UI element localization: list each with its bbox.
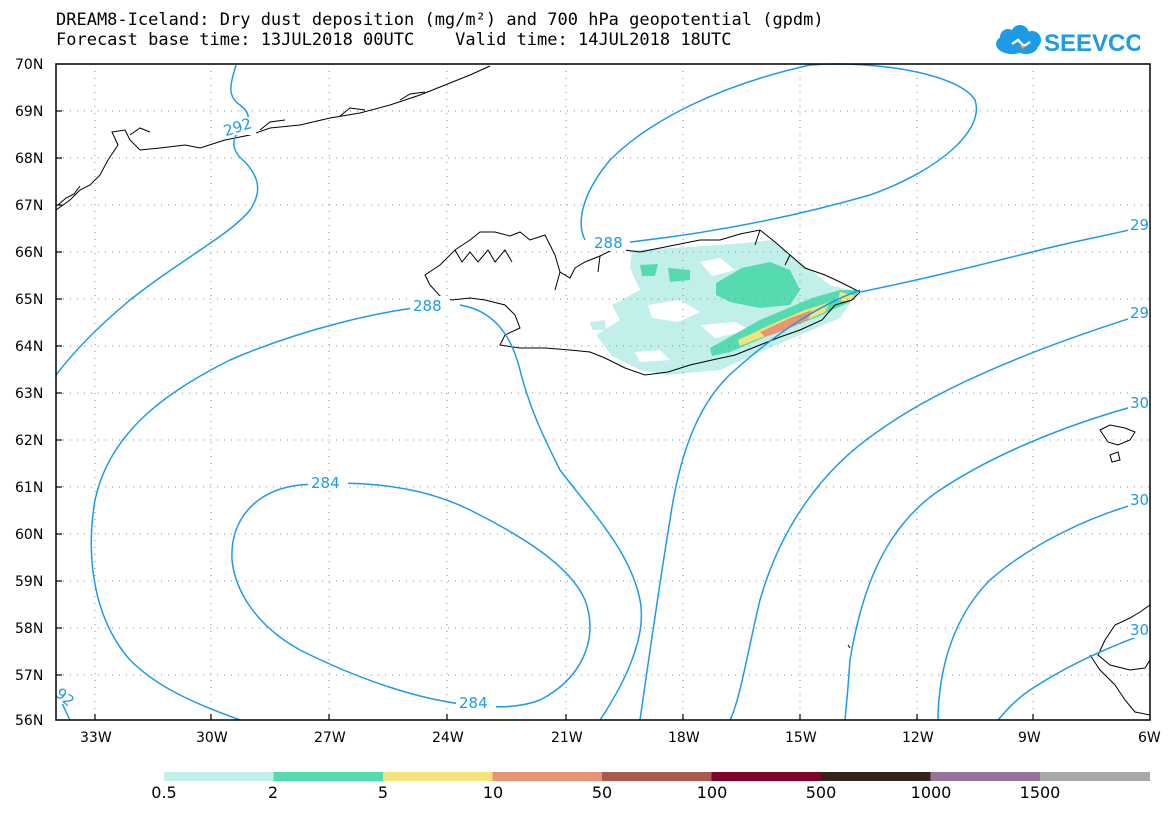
lat-label: 60N: [15, 527, 43, 543]
faroe-islands: [1099, 424, 1136, 463]
lon-label: 12W: [902, 730, 934, 746]
iceland-fjords: [454, 229, 791, 291]
legend-label: 50: [591, 783, 613, 802]
legend-swatch: [492, 772, 603, 781]
legend-label: 10: [482, 783, 504, 802]
dust-0.5-area: [596, 240, 858, 375]
contour-labels: 292 288 288 284 284 92 29 29 30 30 30: [52, 114, 1149, 712]
lat-label: 69N: [15, 104, 43, 120]
contour-label: 284: [459, 694, 488, 712]
map-frame: [55, 63, 1151, 721]
lat-label: 56N: [15, 713, 43, 729]
contour-label: 288: [594, 234, 623, 252]
lat-label: 67N: [15, 198, 43, 214]
seevccc-logo: SEEVCCC: [996, 25, 1140, 57]
legend-swatch: [1040, 772, 1150, 781]
legend-swatch: [930, 772, 1041, 781]
white-gap: [648, 300, 700, 322]
lon-label: 6W: [1138, 730, 1161, 746]
coastlines: [55, 65, 1151, 716]
lat-label: 66N: [15, 245, 43, 261]
map-title: DREAM8-Iceland: Dry dust deposition (mg/…: [56, 10, 824, 30]
legend-label: 500: [805, 783, 837, 802]
rockall: [847, 644, 851, 649]
ticks: [56, 110, 1034, 720]
lat-label: 61N: [15, 480, 43, 496]
legend-swatch: [711, 772, 822, 781]
legend-label: 2: [267, 783, 279, 802]
contour-label: 288: [413, 297, 442, 315]
contour-284: [231, 482, 591, 708]
contour-label: 30: [1130, 394, 1149, 412]
lon-label: 15W: [785, 730, 817, 746]
lat-label: 63N: [15, 386, 43, 402]
forecast-time-line: Forecast base time: 13JUL2018 00UTC Vali…: [56, 30, 732, 50]
legend-label: 1500: [1019, 783, 1061, 802]
white-gap: [700, 322, 750, 338]
lat-label: 65N: [15, 292, 43, 308]
contour-label: 29: [1130, 216, 1149, 234]
contour-label: 30: [1130, 491, 1149, 509]
dust-10-strip: [760, 310, 812, 337]
legend-label: 1000: [910, 783, 952, 802]
color-legend: [164, 772, 1150, 781]
lon-label: 30W: [196, 730, 228, 746]
contour-label: 284: [311, 474, 340, 492]
lon-label: 9W: [1018, 730, 1041, 746]
longitude-labels: 33W 30W 27W 24W 21W 18W 15W 12W 9W 6W: [80, 730, 1161, 746]
iceland-coast: [424, 229, 861, 376]
lat-label: 70N: [15, 57, 43, 73]
legend-swatch: [164, 772, 274, 781]
dust-0.5-patch: [590, 320, 606, 330]
graticule: [56, 64, 1150, 720]
contour-292-nw: [55, 64, 259, 376]
dust-2-area: [640, 264, 658, 276]
lat-label: 58N: [15, 621, 43, 637]
lat-label: 68N: [15, 151, 43, 167]
contour-308: [997, 631, 1151, 721]
cloud-icon: [996, 25, 1041, 54]
latitude-labels: 70N 69N 68N 67N 66N 65N 64N 63N 62N 61N …: [15, 57, 43, 729]
contour-296: [729, 311, 1151, 721]
lat-label: 64N: [15, 339, 43, 355]
lon-label: 18W: [668, 730, 700, 746]
legend-swatch: [602, 772, 712, 781]
contour-304: [937, 499, 1151, 721]
logo-text: SEEVCCC: [1044, 30, 1140, 57]
legend-label: 0.5: [151, 783, 177, 802]
contour-label: 29: [1130, 304, 1149, 322]
dust-2-area: [716, 262, 800, 308]
white-gap: [635, 350, 670, 362]
lon-label: 33W: [80, 730, 112, 746]
dust-2-area: [668, 268, 690, 282]
white-gap: [700, 258, 735, 276]
contour-label: 30: [1130, 621, 1149, 639]
lat-label: 59N: [15, 574, 43, 590]
lat-label: 57N: [15, 668, 43, 684]
legend-swatch: [821, 772, 931, 781]
legend-label: 5: [377, 783, 389, 802]
legend-label: 100: [696, 783, 728, 802]
dust-deposition-field: [590, 240, 860, 375]
legend-swatch: [273, 772, 384, 781]
scotland-coast: [1089, 604, 1151, 716]
geopotential-contours: [55, 63, 1151, 721]
contour-label-backgrounds: [56, 117, 1150, 711]
lon-label: 21W: [551, 730, 583, 746]
greenland-coast: [55, 65, 491, 211]
contour-288-main: [90, 289, 861, 721]
dust-5-tip: [838, 292, 856, 302]
lon-label: 24W: [432, 730, 464, 746]
contour-300: [844, 401, 1151, 721]
contour-288-north: [580, 63, 978, 243]
contour-292-e: [859, 224, 1151, 293]
greenland-coast-detail: [57, 91, 426, 206]
legend-swatch: [383, 772, 493, 781]
lon-label: 27W: [314, 730, 346, 746]
lat-label: 62N: [15, 433, 43, 449]
